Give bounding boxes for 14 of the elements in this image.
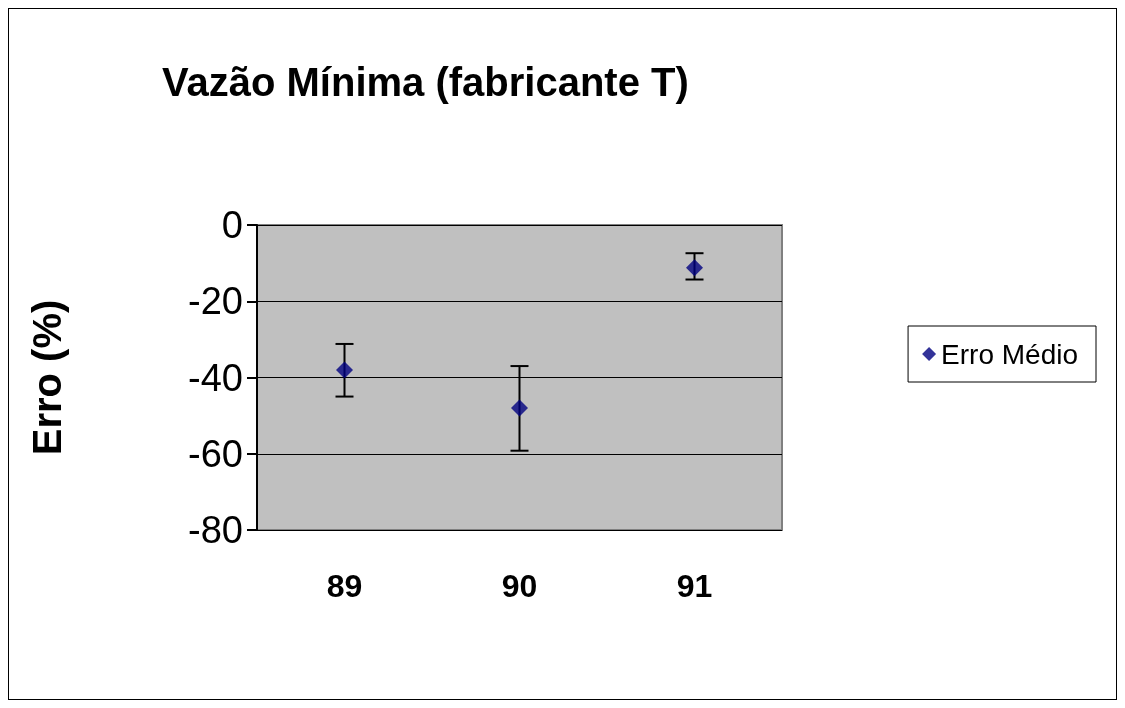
y-axis-title: Erro (%) <box>25 299 69 456</box>
x-tick-label: 89 <box>326 568 363 604</box>
x-tick-label: 90 <box>501 568 538 604</box>
y-tick-label: -40 <box>188 356 243 399</box>
y-tick-label: -60 <box>188 432 243 475</box>
point <box>336 361 353 379</box>
legend-label: Erro Médio <box>941 338 1078 370</box>
point <box>511 399 528 417</box>
point <box>686 259 703 277</box>
chart-title: Vazão Mínima (fabricante T) <box>162 60 689 104</box>
y-tick-label: 0 <box>221 204 243 246</box>
x-tick-label: 91 <box>676 568 713 604</box>
y-tick-label: -80 <box>188 509 243 551</box>
y-tick-label: -20 <box>188 280 243 323</box>
